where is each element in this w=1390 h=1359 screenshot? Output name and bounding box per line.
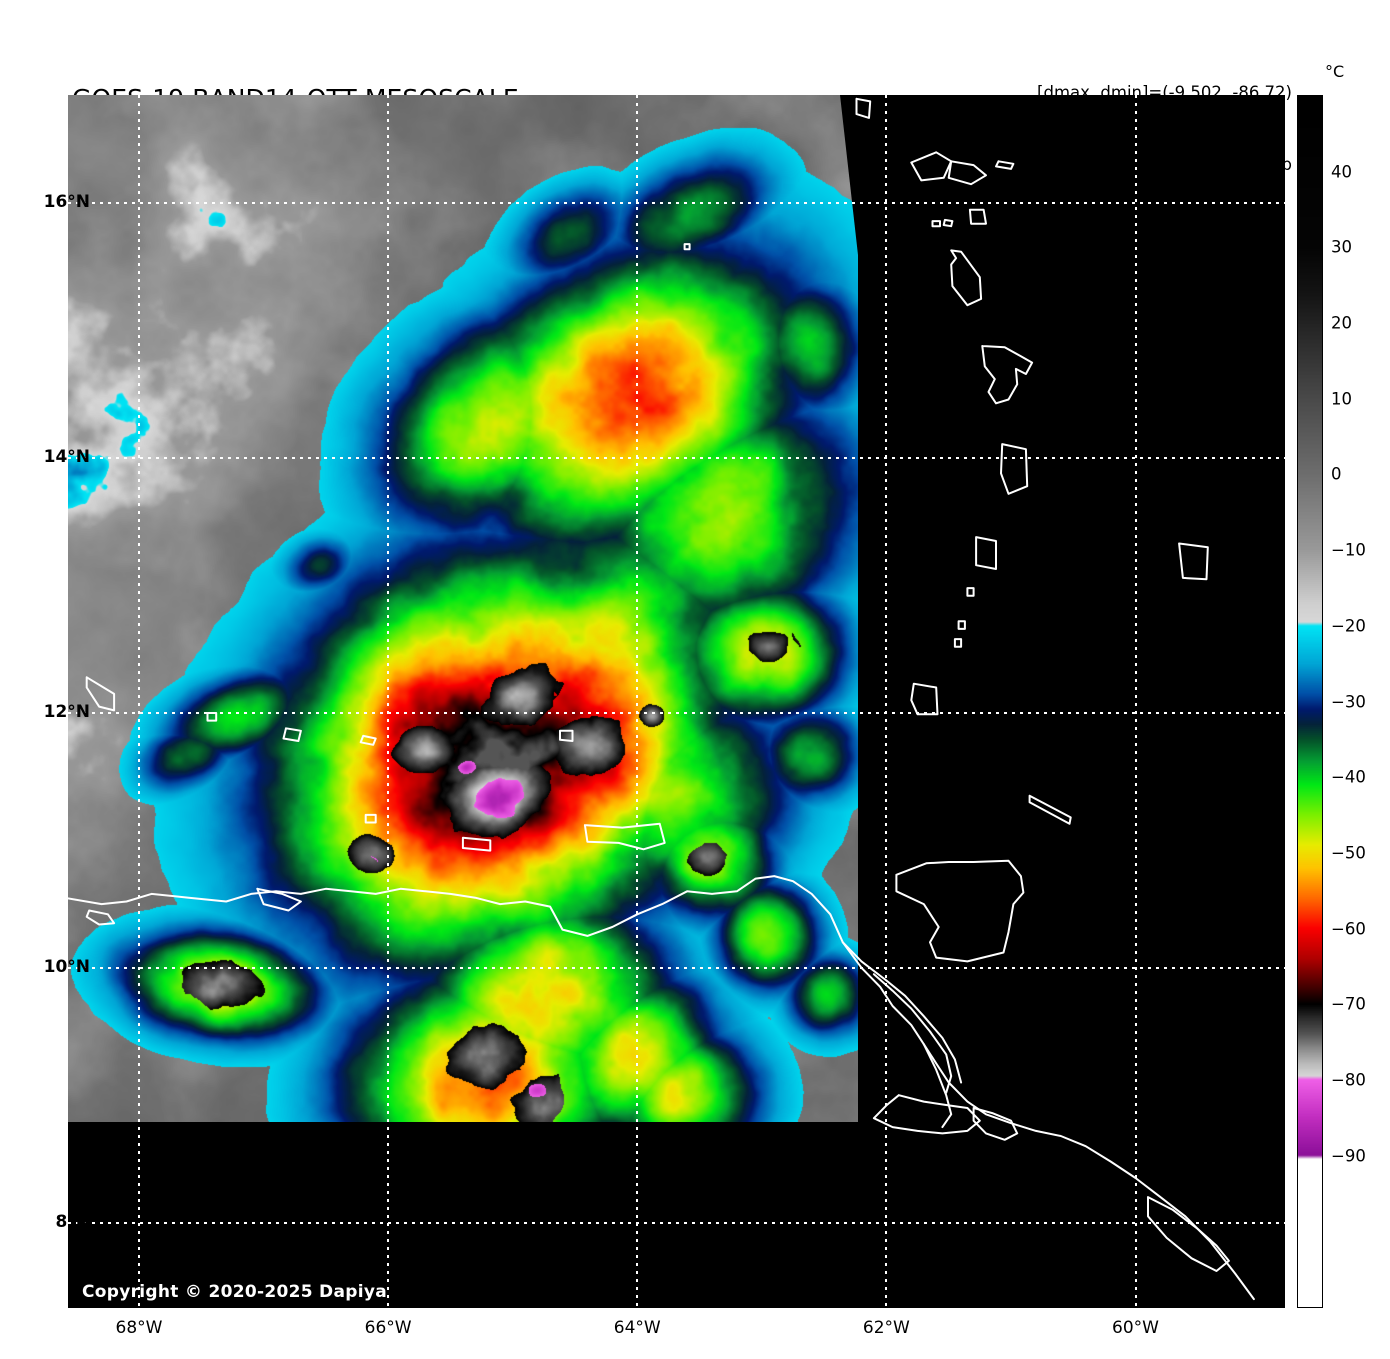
colorbar-tick-minus80: −80 [1331,1070,1366,1090]
colorbar-tick-minus30: −30 [1331,692,1366,711]
gridline-lat [68,711,1285,714]
coastline-barbados [1178,542,1209,581]
gridline-lon [636,95,639,1308]
coastline-grenadines-3 [953,638,963,648]
coastline-guadeloupe-b [947,160,987,186]
colorbar-tick-minus20: −20 [1331,616,1366,636]
coastline-lesdesirade [995,160,1015,170]
coastline-grenadines-2 [957,620,966,630]
gridline-lon [387,95,390,1308]
colorbar-tick-minus60: −60 [1331,919,1366,939]
colorbar-tick-minus40: −40 [1331,767,1366,787]
colorbar-tick-minus10: −10 [1331,540,1366,560]
coastline-montserrat [855,97,872,119]
coastline-orinoco-5 [972,1107,1019,1141]
x-axis-label: 64°W [613,1318,661,1338]
coastline-orinoco-1 [841,941,963,1084]
coastline-grenadines-1 [966,587,975,597]
gridline-lat [68,202,1285,205]
coastline-st-lucia [1000,443,1029,495]
gridline-lon [1134,95,1137,1308]
colorbar-tick-40: 40 [1331,162,1352,182]
coastline-st-vincent [975,536,997,570]
coastline-saintes-2 [942,218,954,228]
x-axis-label: 60°W [1112,1318,1159,1338]
coastline-trinidad [895,859,1025,963]
coastline-marie-galante [968,208,987,225]
gridline-lat [68,457,1285,460]
y-axis-label: 16°N [43,192,90,213]
colorbar[interactable] [1297,95,1323,1308]
coastline-tobago [1028,794,1072,825]
colorbar-tick-minus50: −50 [1331,843,1366,863]
y-axis-label: 8°N [55,1211,90,1232]
colorbar-tick-0: 0 [1331,464,1342,484]
coastline-dominica [950,249,983,307]
x-axis-label: 62°W [862,1318,910,1338]
x-axis-label: 66°W [364,1318,412,1338]
coastline-grenada [910,682,939,716]
coastline-guyana-coast [1147,1196,1230,1272]
satellite-image-plot[interactable] [68,95,1285,1308]
colorbar-tick-minus90: −90 [1331,1146,1366,1166]
gridline-lon [138,95,140,1308]
coastline-guadeloupe-a [910,151,953,182]
colorbar-tick-minus70: −70 [1331,994,1366,1014]
coastline-saintes-1 [931,220,941,228]
colorbar-tick-10: 10 [1331,389,1352,409]
gridline-lat [68,1221,1285,1224]
x-axis-label: 68°W [115,1318,163,1338]
y-axis-label: 14°N [43,447,90,468]
colorbar-unit-label: °C [1325,62,1345,81]
coastline-orinoco-4 [872,1094,981,1135]
coastline-martinique [981,345,1034,405]
colorbar-gradient [1298,96,1322,1307]
copyright-label: Copyright © 2020-2025 Dapiya [82,1282,387,1302]
colorbar-tick-20: 20 [1331,313,1352,333]
colorbar-tick-30: 30 [1331,237,1352,257]
gridline-lat [68,966,1285,969]
coastline-orinoco-3 [922,1043,953,1129]
y-axis-label: 10°N [43,956,90,977]
gridline-lon [885,95,888,1308]
y-axis-label: 12°N [43,701,90,722]
